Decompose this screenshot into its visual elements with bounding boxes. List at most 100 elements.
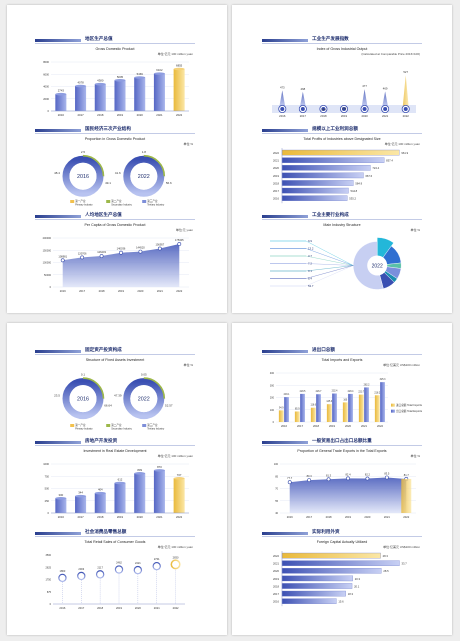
chart-unit: 单位:亿元 100 million yuan	[157, 454, 193, 458]
bar	[114, 80, 126, 111]
bubble-inner	[134, 567, 141, 574]
legend-swatch	[391, 403, 395, 407]
base-dot-inner	[300, 107, 305, 111]
y-tick-label: 3500	[45, 554, 51, 557]
y-tick-label: 750	[45, 474, 50, 478]
data-label: 707	[177, 473, 182, 477]
spike	[361, 89, 368, 107]
x-tick-label: 2019	[345, 515, 351, 519]
data-label: 961.9	[401, 151, 408, 155]
bar	[281, 187, 349, 194]
slice-label: 9.9	[308, 239, 312, 243]
slice-label: 47.39	[114, 394, 122, 398]
panel-title: 一般贸易出口占出口总额比重	[262, 438, 422, 446]
x-tick-label: 2021	[156, 515, 163, 519]
panel-title: 进出口总额	[262, 347, 422, 355]
data-label: 469	[383, 86, 388, 90]
bubble-inner	[59, 574, 66, 581]
legend-label-en: Secondary Industry	[111, 428, 132, 431]
data-label: 81.7	[404, 473, 410, 477]
y-tick-label: 0	[48, 511, 50, 515]
base-dot-inner	[321, 107, 326, 111]
data-point	[346, 476, 350, 481]
bar	[358, 394, 364, 422]
x-tick-label: 2019	[118, 289, 124, 293]
y-tick-label: 1750	[45, 579, 51, 582]
chart-title-en: Per Capita of Gross Domestic Product	[84, 223, 146, 227]
bar	[281, 165, 371, 171]
x-tick-label: 2021	[154, 606, 160, 610]
bar	[281, 157, 385, 163]
y-tick-label: 100	[274, 463, 279, 466]
chart-unit: 单位:亿元 100 million yuan	[384, 142, 420, 146]
data-label: 325.3	[380, 379, 386, 381]
y-tick-label: 4000	[43, 85, 49, 89]
data-label: 544.8	[350, 189, 357, 193]
x-tick-label: 2020	[137, 113, 144, 117]
slice-label: 7.2	[308, 261, 312, 265]
chart-title-cn: 进出口总额	[312, 347, 335, 352]
y-tick-label: 2018	[273, 584, 279, 588]
y-tick-label: 2018	[273, 181, 279, 185]
chart-title-cn: 一般贸易出口占出口总额比重	[312, 438, 372, 443]
legend-label-cn: 第三产业	[147, 199, 158, 203]
slice-label: 2.5	[81, 150, 86, 154]
slice-label: 49.1	[105, 181, 111, 185]
legend-label: 进口总额 Total Imports	[396, 403, 423, 407]
chart-unit: 单位:%	[183, 363, 193, 367]
legend-label-en: Primary Industry	[75, 204, 93, 207]
x-tick-label: 2021	[382, 114, 389, 118]
x-tick-label: 2021	[384, 515, 390, 519]
y-tick-label: 400	[270, 372, 275, 375]
data-label: 2462	[116, 561, 122, 565]
panel-gdp: 地区生产总值 Gross Domestic Product 单位:亿元 100 mi…	[35, 36, 195, 121]
slice-label: 13.2	[308, 246, 314, 250]
data-label: 2003	[78, 567, 84, 571]
chart-svg: 0 100 200 300 400 94.9 203.1 2016 85.9 229.5 2017 1…	[270, 372, 423, 428]
chart-title-en: Main Industry Structure	[323, 223, 361, 227]
leader-line	[305, 265, 354, 287]
panel-fixed_asset: 固定资产投资构成 Structure of Fixed Assets Invest…	[35, 347, 195, 432]
bar	[310, 407, 316, 422]
legend-swatch	[142, 200, 147, 203]
data-label: 2701	[154, 557, 160, 561]
panel-real_estate: 房地产开发投资 Investment in Real Estate Develop…	[35, 438, 195, 523]
data-label: 223.7	[358, 392, 364, 394]
chart-title-en: Total Retail Sales of Consumer Goods	[84, 540, 146, 544]
bubble-inner	[172, 560, 180, 568]
data-label: 282.2	[364, 384, 370, 386]
y-tick-label: 200000	[43, 237, 52, 240]
data-label: 20.3	[355, 577, 361, 581]
donut-ring	[123, 155, 165, 197]
chart-title-en: Total Imports and Exports	[321, 358, 363, 362]
data-label: 809	[137, 468, 142, 472]
bar	[75, 86, 87, 111]
y-tick-label: 875	[47, 591, 52, 594]
x-tick-label: 2019	[341, 114, 348, 118]
spike	[402, 75, 409, 107]
data-label: 724.4	[372, 166, 379, 170]
slice-label: 56.6	[166, 181, 172, 185]
data-point	[138, 249, 143, 254]
bar	[316, 394, 321, 422]
x-tick-label: 2018	[313, 424, 319, 428]
chart-svg: 0 875 1750 2625 3500 1863 2016 2003 2017 2117 2018…	[45, 554, 185, 610]
y-tick-label: 1000	[43, 462, 49, 466]
spike	[279, 90, 286, 107]
slice-label: 0.1	[81, 373, 86, 377]
bar-cap	[173, 67, 185, 71]
data-label: 5005	[117, 75, 124, 79]
bar	[281, 598, 337, 604]
legend-swatch	[70, 200, 75, 203]
data-point	[119, 250, 123, 255]
bar-cap	[94, 491, 106, 495]
spike	[299, 91, 306, 107]
panel-gdp_prop: 国民经济三次产业结构 Proportion in Gross Domestic P…	[35, 126, 195, 208]
x-tick-label: 2021	[156, 113, 163, 117]
x-tick-label: 2016	[58, 113, 65, 117]
panel-foreign: 实际利用外资 Foreign Capital Actually Utilized 单…	[262, 529, 422, 614]
chart-svg: 2022 9.9 13.2 3.7 7.2 3.1 8.4 53.7	[270, 237, 402, 290]
panel-retail: 社会消费品零售总额 Total Retail Sales of Consumer …	[35, 529, 195, 614]
x-tick-label: 2017	[77, 113, 84, 117]
donut-hole	[69, 162, 97, 190]
